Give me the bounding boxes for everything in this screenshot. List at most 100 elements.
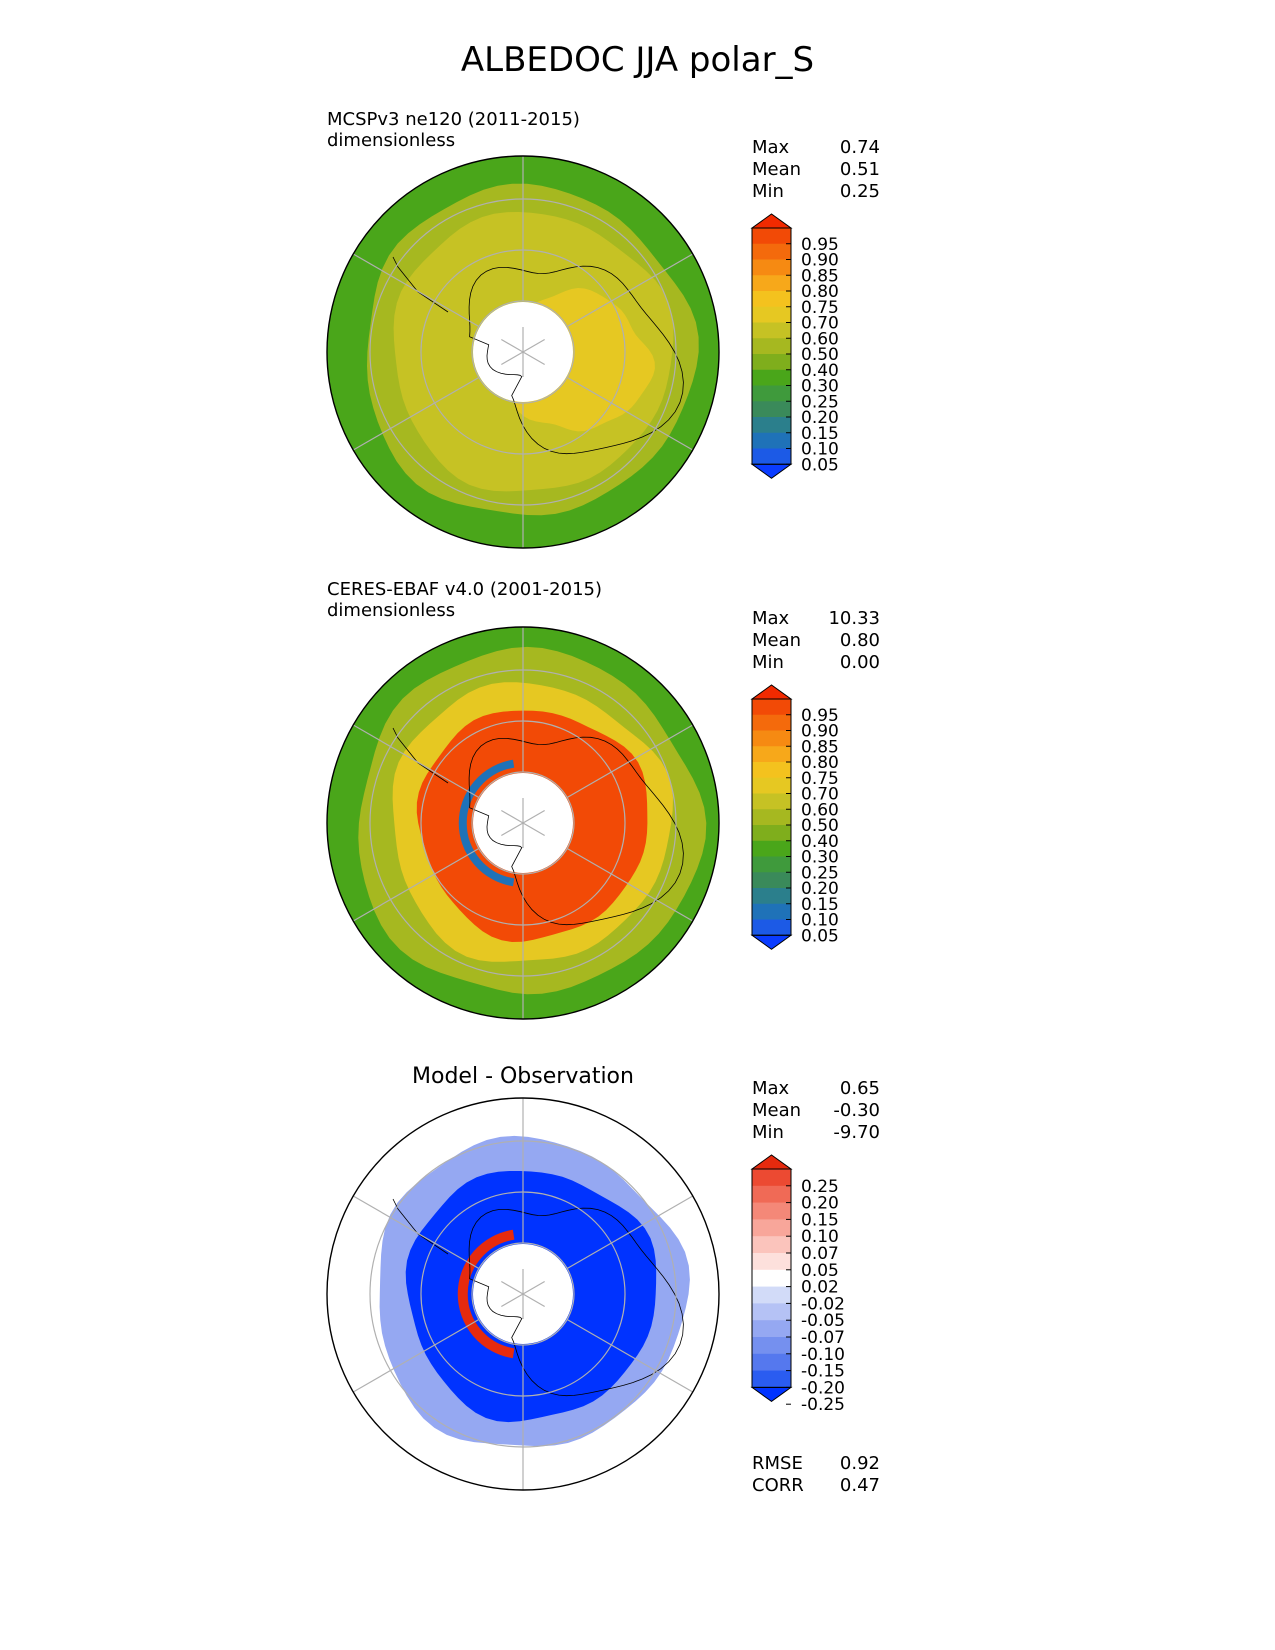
metric-label: RMSE [752, 1453, 803, 1474]
colorbar-tick-label: 0.95 [801, 706, 839, 726]
colorbar-frame [751, 698, 792, 936]
stat-label: Mean [752, 159, 802, 180]
coastline-antarctica [468, 736, 684, 926]
colorbar-segment [752, 856, 791, 873]
grid-meridian-line [501, 1280, 524, 1295]
colorbar-tick-label: 0.15 [801, 895, 839, 915]
grid-meridian-line [501, 822, 524, 837]
stat-value: 0.65 [839, 1078, 880, 1099]
field-zone-polar-night-edge [458, 759, 515, 887]
stat-label: Mean [752, 630, 802, 651]
metric-value: 0.92 [839, 1453, 880, 1474]
colorbar-frame [751, 227, 792, 465]
colorbar-tick-label: -0.15 [801, 1362, 845, 1382]
grid-meridian-line [566, 847, 694, 922]
colorbar-segment [752, 243, 791, 260]
stat-label: Min [752, 181, 784, 202]
colorbar-segment [752, 1219, 791, 1237]
colorbar-tick-label: 0.10 [801, 911, 839, 931]
colorbar-frame [751, 1168, 792, 1388]
colorbar-tick-label: 0.20 [801, 1194, 839, 1214]
colorbar-segment [752, 1370, 791, 1388]
colorbar-segment [752, 354, 791, 371]
map-field [327, 1098, 719, 1490]
colorbar-segment [752, 228, 791, 245]
colorbar-segment [752, 762, 791, 779]
colorbar-tick-label: 0.30 [801, 848, 839, 868]
colorbar-segment [752, 385, 791, 402]
stat-value: 0.80 [839, 630, 880, 651]
metric-label: CORR [752, 1475, 804, 1496]
panel-title-obs: CERES-EBAF v4.0 (2001-2015) dimensionles… [327, 579, 602, 621]
colorbar-segment [752, 259, 791, 276]
stat-value: 0.51 [839, 159, 880, 180]
grid-meridian-line [522, 809, 545, 824]
grid-meridian-line [566, 1318, 694, 1393]
stat-label: Min [752, 1122, 784, 1143]
colorbar-tick-label: -0.02 [801, 1294, 845, 1314]
grid-meridian-line [501, 1293, 524, 1308]
colorbar-segment [752, 448, 791, 465]
colorbar-tick-label: 0.05 [801, 455, 839, 475]
grid-meridian-line [352, 847, 480, 922]
panel-title-diff: Model - Observation [412, 1064, 634, 1089]
grid-meridian-line [501, 809, 524, 824]
grid-meridian-line [566, 1195, 694, 1270]
colorbar-tick-label: 0.80 [801, 753, 839, 773]
colorbar-tick-label: 0.02 [801, 1278, 839, 1298]
grid-meridian-line [522, 351, 545, 366]
stat-value: 0.74 [839, 137, 880, 158]
coastline-peninsula [392, 727, 449, 784]
colorbar-segment [752, 1253, 791, 1271]
coastline-antarctica [468, 265, 684, 455]
colorbar-segment [752, 730, 791, 747]
stat-value: 0.25 [839, 181, 880, 202]
grid-meridian-line [352, 253, 480, 328]
stat-value: -9.70 [833, 1122, 880, 1143]
colorbar-tick-label: 0.10 [801, 440, 839, 460]
colorbar-tick-label: 0.70 [801, 785, 839, 805]
stat-label: Mean [752, 1100, 802, 1121]
stat-value: 10.33 [828, 608, 880, 629]
stat-value: 0.00 [839, 652, 880, 673]
colorbar-tick-label: 0.75 [801, 298, 839, 318]
colorbar-tick-label: 0.50 [801, 816, 839, 836]
grid-meridian-line [352, 724, 480, 799]
colorbar-tick-label: -0.05 [801, 1311, 845, 1331]
colorbar-tick-label: 0.40 [801, 832, 839, 852]
colorbar-segment [752, 1286, 791, 1304]
map-panel-diff [326, 1097, 720, 1491]
colorbar-segment [752, 369, 791, 386]
colorbar-obs: 0.950.900.850.800.750.700.600.500.400.30… [750, 684, 839, 950]
colorbar-segment [752, 903, 791, 920]
map-field [327, 156, 719, 548]
colorbar-segment [752, 1353, 791, 1372]
colorbar-segment [752, 1202, 791, 1220]
colorbar-segment [752, 699, 791, 716]
colorbar-segment [752, 793, 791, 810]
metric-value: 0.47 [839, 1475, 880, 1496]
field-zone-polar-night-edge [457, 1229, 515, 1359]
stats-box-obs: Max 10.33 Mean 0.80 Min 0.00 [752, 608, 880, 674]
page-title: ALBEDOC JJA polar_S [460, 40, 815, 80]
map-boundary [326, 1097, 720, 1491]
colorbar-segment [752, 825, 791, 842]
colorbar-tick-label: -0.25 [801, 1395, 845, 1415]
stat-label: Min [752, 652, 784, 673]
colorbar-extend-bottom [750, 934, 793, 950]
grid-meridian-line [522, 338, 545, 353]
colorbar-tick-label: 0.80 [801, 282, 839, 302]
colorbar-tick-label: -0.10 [801, 1345, 845, 1365]
colorbar-model: 0.950.900.850.800.750.700.600.500.400.30… [750, 213, 839, 479]
map-panel-obs [326, 626, 720, 1020]
colorbar-segment [752, 306, 791, 323]
coastline-antarctica [468, 1207, 684, 1397]
colorbar-extend-bottom [750, 1386, 793, 1403]
colorbar-tick-label: 0.85 [801, 266, 839, 286]
panel-units-text: dimensionless [327, 130, 456, 151]
colorbar-segment [752, 714, 791, 731]
colorbar-tick-label: 0.60 [801, 329, 839, 349]
grid-meridian-line [352, 1195, 480, 1270]
colorbar-tick-label: 0.75 [801, 769, 839, 789]
metrics-box-diff: RMSE 0.92 CORR 0.47 [752, 1453, 880, 1497]
